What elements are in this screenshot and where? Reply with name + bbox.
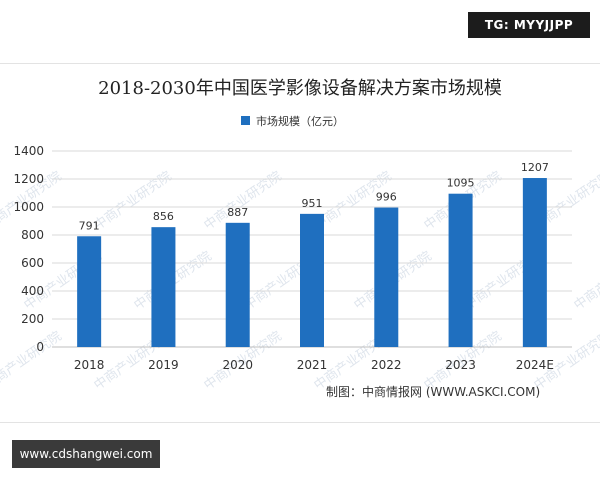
bar [225,222,250,347]
x-tick-label: 2019 [148,358,179,372]
bar [300,213,324,347]
legend: 市场规模（亿元） [241,114,344,128]
y-tick-label: 1400 [13,144,44,158]
source-note: 制图：中商情报网 (WWW.ASKCI.COM) [326,384,540,399]
y-tick-label: 1200 [13,172,44,186]
y-tick-label: 1000 [13,200,44,214]
data-label: 791 [79,219,100,232]
chart-frame: 中商产业研究院 中商产业研究院 中商产业研究院 中商产业研究院 中商产业研究院 中商产业研… [0,63,600,423]
y-tick-label: 400 [21,284,44,298]
x-tick-label: 2021 [297,358,328,372]
bar [77,236,102,347]
bar [448,193,473,347]
x-axis-ticks: 2018 2019 2020 2021 2022 2023 2024E [74,358,554,372]
data-label: 1207 [521,161,549,174]
data-label: 1095 [447,177,475,190]
y-tick-label: 0 [36,340,44,354]
data-label: 996 [376,191,397,204]
x-tick-label: 2022 [371,358,402,372]
watermark-text: 中商产业研究院 [0,329,65,393]
y-tick-label: 800 [21,228,44,242]
legend-swatch [241,116,250,125]
bar [374,207,399,347]
watermark-text: 中商产业研究院 [571,249,600,313]
bar-chart: 中商产业研究院 中商产业研究院 中商产业研究院 中商产业研究院 中商产业研究院中商产业研… [0,78,600,399]
site-url-badge: www.cdshangwei.com [12,440,160,468]
chart-title: 2018-2030年中国医学影像设备解决方案市场规模 [98,78,502,99]
top-tag-badge: TG: MYYJJPP [468,12,590,38]
bar [522,178,547,347]
y-tick-label: 200 [21,312,44,326]
bar [151,227,176,347]
bars [77,178,547,347]
y-tick-label: 600 [21,256,44,270]
x-tick-label: 2020 [222,358,253,372]
y-axis-ticks: 0 200 400 600 800 1000 1200 1400 [13,144,44,354]
x-tick-label: 2023 [445,358,476,372]
data-label: 887 [227,206,248,219]
x-tick-label: 2018 [74,358,105,372]
x-tick-label: 2024E [516,358,554,372]
legend-label: 市场规模（亿元） [256,114,344,128]
data-label: 951 [302,197,323,210]
data-labels: 791 856 887 951 996 1095 1207 [79,161,549,232]
data-label: 856 [153,210,174,223]
